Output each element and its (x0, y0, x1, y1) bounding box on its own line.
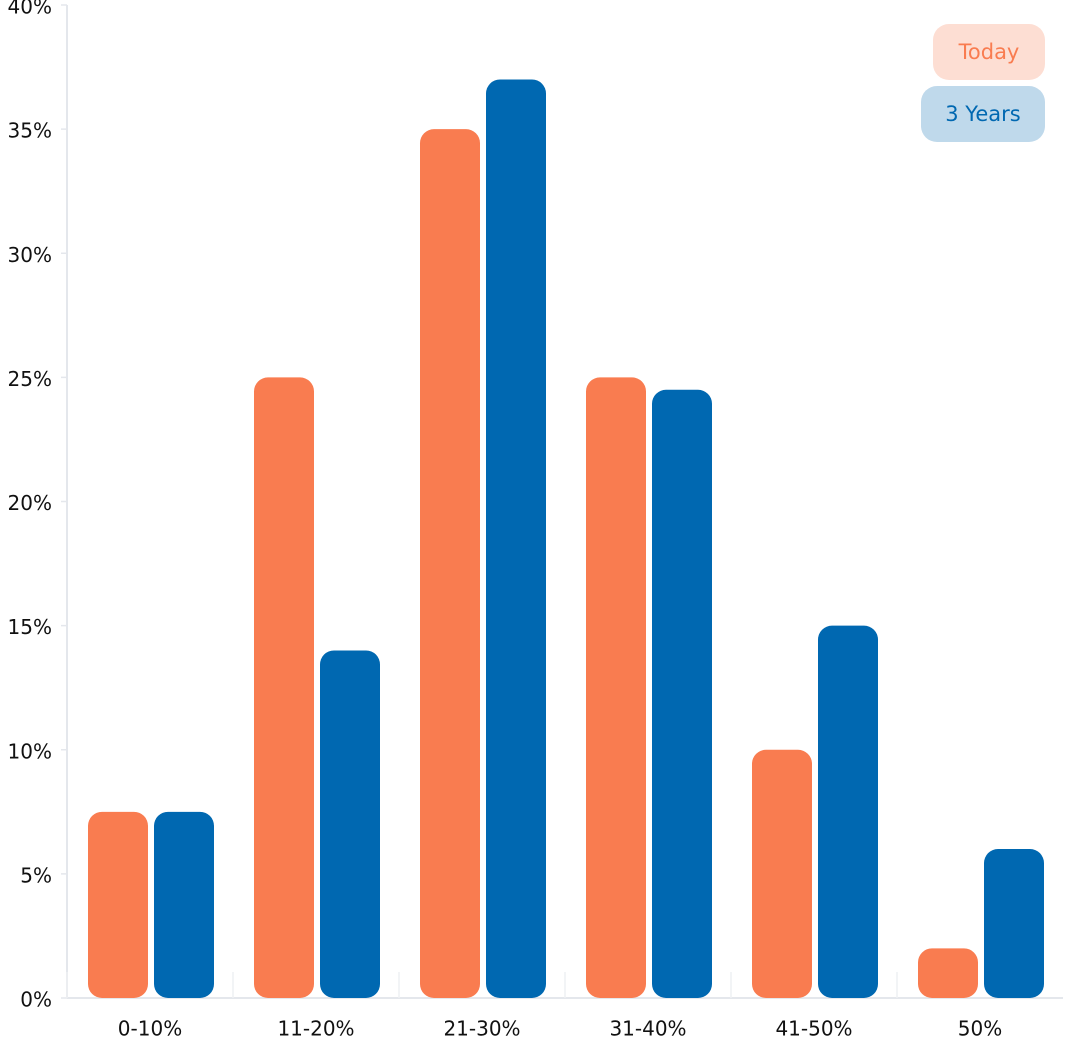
bar (420, 129, 480, 998)
bar (918, 948, 978, 998)
bar (154, 811, 214, 998)
legend-label: Today (958, 40, 1020, 64)
y-tick-label: 15% (8, 615, 52, 639)
y-tick-label: 25% (8, 367, 52, 391)
bar (586, 377, 646, 998)
bar (984, 849, 1044, 998)
bar (752, 749, 812, 998)
y-tick-label: 30% (8, 243, 52, 267)
y-tick-label: 10% (8, 739, 52, 763)
bar (818, 625, 878, 998)
legend-label: 3 Years (945, 102, 1020, 126)
y-tick-label: 20% (8, 491, 52, 515)
bar (652, 389, 712, 999)
bar (486, 79, 546, 999)
y-tick-label: 40% (8, 0, 52, 19)
legend-pill (933, 24, 1045, 80)
y-tick-label: 0% (20, 988, 52, 1012)
x-tick-label: 0-10% (118, 1017, 182, 1041)
legend-pill (921, 86, 1045, 142)
x-tick-label: 41-50% (775, 1017, 852, 1041)
y-tick-label: 5% (20, 863, 52, 887)
bar (320, 650, 380, 998)
x-tick-label: 31-40% (609, 1017, 686, 1041)
bar (88, 811, 148, 998)
x-tick-label: 21-30% (443, 1017, 520, 1041)
y-tick-label: 35% (8, 119, 52, 143)
bar (254, 377, 314, 998)
x-tick-label: 50% (958, 1017, 1002, 1041)
x-tick-label: 11-20% (277, 1017, 354, 1041)
